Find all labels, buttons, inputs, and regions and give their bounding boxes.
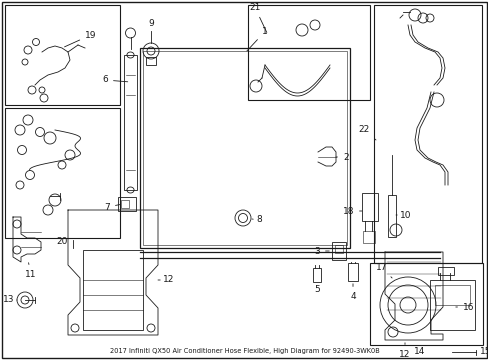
Text: 17: 17 <box>375 263 391 278</box>
Text: 21: 21 <box>249 3 266 32</box>
Bar <box>429 280 474 330</box>
Bar <box>312 268 320 282</box>
Bar <box>334 245 342 253</box>
Text: 16: 16 <box>455 302 473 311</box>
Bar <box>362 231 374 243</box>
Text: 10: 10 <box>395 211 411 220</box>
Text: 15: 15 <box>479 347 488 356</box>
Bar <box>140 48 349 248</box>
Bar <box>124 55 137 190</box>
Bar <box>142 51 346 245</box>
Text: 14: 14 <box>413 347 425 356</box>
Text: 8: 8 <box>251 216 261 225</box>
Text: 11: 11 <box>25 263 37 279</box>
Text: 2017 Infiniti QX50 Air Conditioner Hose Flexible, High Diagram for 92490-3WK0B: 2017 Infiniti QX50 Air Conditioner Hose … <box>109 348 379 354</box>
Bar <box>247 5 369 100</box>
Text: 1: 1 <box>246 27 267 51</box>
Bar <box>5 108 120 238</box>
Text: 13: 13 <box>2 296 17 305</box>
Bar <box>83 250 142 330</box>
Bar <box>369 263 482 345</box>
Bar <box>331 242 346 260</box>
Text: 4: 4 <box>349 284 355 301</box>
Text: 22: 22 <box>358 126 375 140</box>
Text: 18: 18 <box>342 207 361 216</box>
Bar <box>146 57 156 65</box>
Text: 7: 7 <box>104 202 120 211</box>
Bar <box>5 5 120 105</box>
Text: 2: 2 <box>335 153 348 162</box>
Bar <box>121 200 129 208</box>
Text: 3: 3 <box>314 247 328 256</box>
Text: 5: 5 <box>313 285 319 294</box>
Bar <box>373 5 481 263</box>
Bar <box>437 267 453 275</box>
Bar <box>387 195 395 237</box>
Text: 12: 12 <box>158 275 174 284</box>
Bar <box>118 197 136 211</box>
Text: 20: 20 <box>56 238 67 247</box>
Bar <box>347 263 357 281</box>
Bar <box>361 193 377 221</box>
Bar <box>434 285 469 305</box>
Text: 9: 9 <box>148 18 154 27</box>
Text: 12: 12 <box>399 343 410 359</box>
Text: 19: 19 <box>64 31 96 47</box>
Text: 6: 6 <box>102 76 127 85</box>
